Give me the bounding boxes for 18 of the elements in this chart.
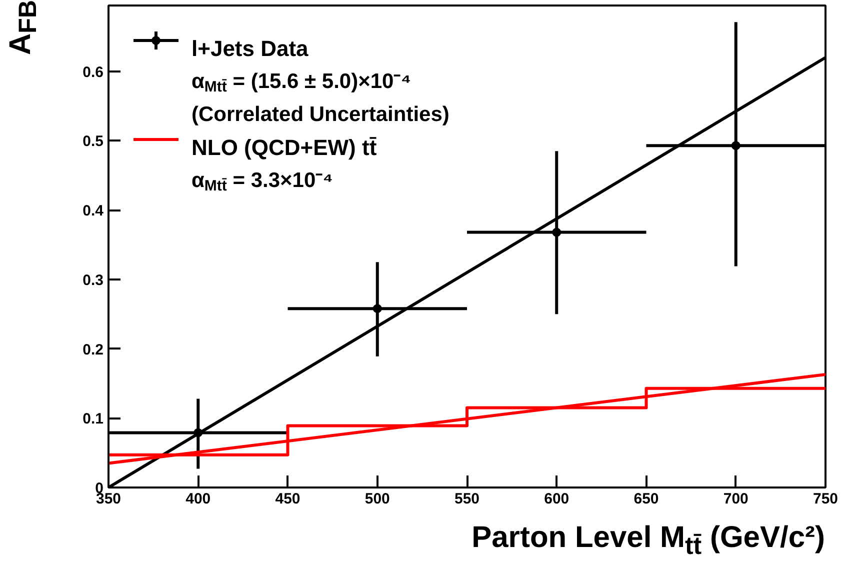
y-tick-label: 0.6 [82,64,104,81]
x-tick-label: 550 [454,490,480,508]
y-tick-label: 0.2 [82,341,104,358]
x-tick-label: 600 [544,490,570,508]
annotation: (Correlated Uncertainties) [192,103,450,126]
x-tick-label: 400 [186,490,211,508]
x-tick-label: 450 [275,490,300,508]
y-tick-label: 0.1 [82,410,104,428]
y-tick-label: 0.4 [82,202,104,220]
legend-label: NLO (QCD+EW) tt̄ [192,135,378,160]
y-tick-label: 0.3 [82,272,104,289]
x-tick-label: 650 [634,490,659,508]
y-tick-label: 0.5 [82,133,104,150]
x-tick-label: 700 [723,490,748,508]
x-tick-label: 500 [364,490,390,508]
x-tick-label: 750 [812,490,838,508]
x-axis-title: Parton Level M$_{tt̄}$ (GeV/c²) [472,520,825,562]
legend-label: l+Jets Data [192,36,310,61]
